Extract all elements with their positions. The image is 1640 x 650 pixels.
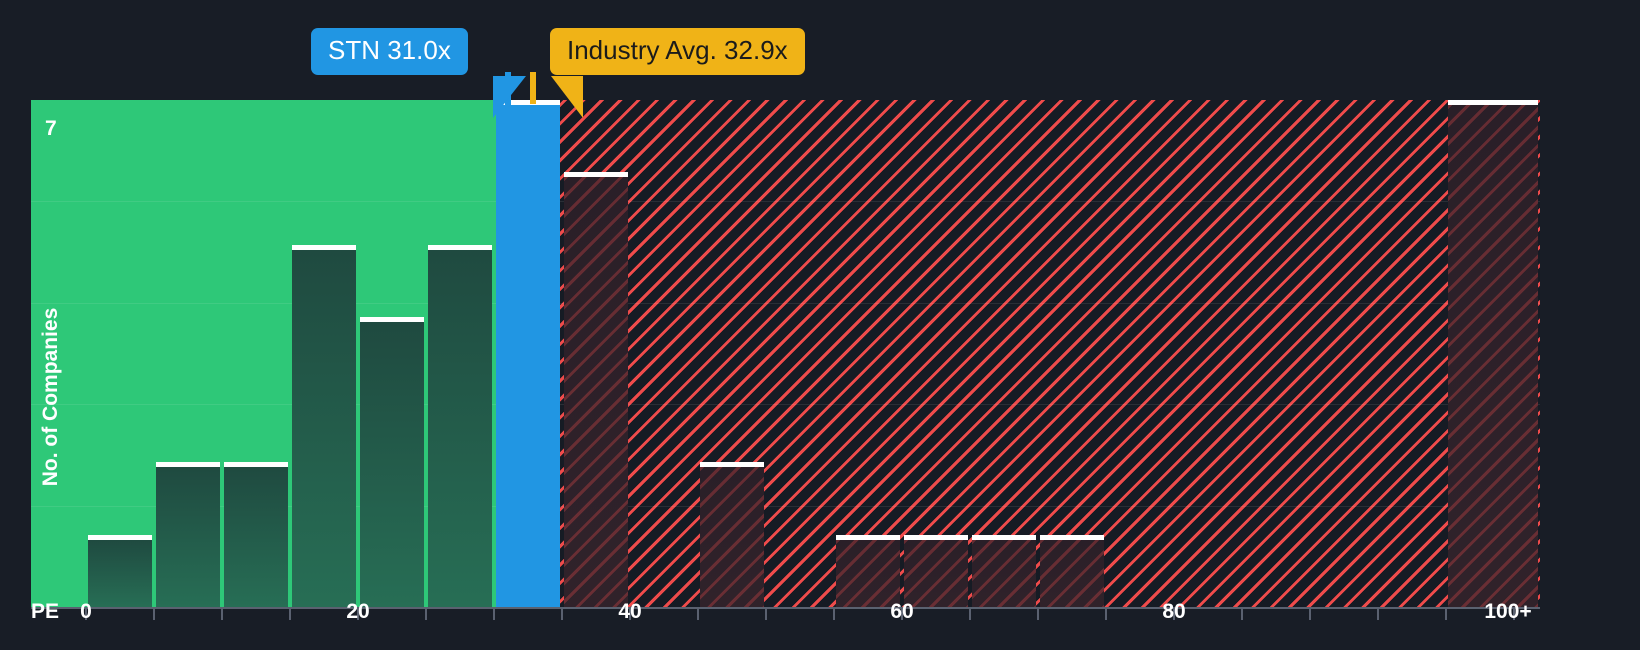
x-tick-105 <box>1513 609 1515 620</box>
x-tick-50 <box>765 609 767 620</box>
x-tick-85 <box>1241 609 1243 620</box>
x-axis-line <box>31 607 1540 609</box>
plot-area <box>31 100 1540 607</box>
stn-callout-tail <box>493 76 526 118</box>
x-tick-70 <box>1037 609 1039 620</box>
x-tick-label-60: 60 <box>890 600 914 623</box>
bar-pe-5-10[interactable] <box>156 462 220 607</box>
bar-pe-70-75[interactable] <box>1040 534 1104 607</box>
x-tick-80 <box>1173 609 1175 620</box>
industry-callout-tail <box>551 76 583 118</box>
x-tick-45 <box>697 609 699 620</box>
x-tick-55 <box>833 609 835 620</box>
stn-callout[interactable]: STN 31.0x <box>311 28 468 76</box>
x-tick-15 <box>289 609 291 620</box>
x-tick-label-20: 20 <box>346 600 370 623</box>
x-tick-65 <box>969 609 971 620</box>
x-tick-label-80: 80 <box>1162 600 1186 623</box>
x-tick-5 <box>153 609 155 620</box>
x-tick-label-0: 0 <box>80 600 92 623</box>
x-tick-10 <box>221 609 223 620</box>
bar-pe-100-105[interactable] <box>1448 100 1538 607</box>
x-axis-title: PE <box>31 600 60 623</box>
x-tick-0 <box>85 609 87 620</box>
bar-pe-65-70[interactable] <box>972 534 1036 607</box>
industry-avg-callout[interactable]: Industry Avg. 32.9x <box>550 28 805 76</box>
x-tick-label-40: 40 <box>618 600 642 623</box>
x-tick-100 <box>1445 609 1447 620</box>
bar-pe-20-25[interactable] <box>360 317 424 607</box>
x-tick-20 <box>357 609 359 620</box>
bar-pe-25-30[interactable] <box>428 244 492 607</box>
overvalued-zone-band <box>507 100 1540 607</box>
bar-pe-60-65[interactable] <box>904 534 968 607</box>
bar-pe-10-15[interactable] <box>224 462 288 607</box>
bar-pe-30-35[interactable] <box>496 100 560 607</box>
y-axis-title: No. of Companies <box>39 307 62 487</box>
bar-pe-45-50[interactable] <box>700 462 764 607</box>
bar-pe-0-5[interactable] <box>88 534 152 607</box>
x-tick-75 <box>1105 609 1107 620</box>
industry-avg-marker-stem <box>530 72 537 104</box>
bar-pe-55-60[interactable] <box>836 534 900 607</box>
x-tick-label-100p: 100+ <box>1484 600 1532 623</box>
y-axis-max-label: 7 <box>45 117 57 140</box>
x-tick-40 <box>629 609 631 620</box>
x-tick-35 <box>561 609 563 620</box>
x-tick-25 <box>425 609 427 620</box>
x-tick-95 <box>1377 609 1379 620</box>
x-tick-90 <box>1309 609 1311 620</box>
x-tick-30 <box>493 609 495 620</box>
x-tick-60 <box>901 609 903 620</box>
bar-pe-35-40[interactable] <box>564 172 628 607</box>
bar-pe-15-20[interactable] <box>292 244 356 607</box>
